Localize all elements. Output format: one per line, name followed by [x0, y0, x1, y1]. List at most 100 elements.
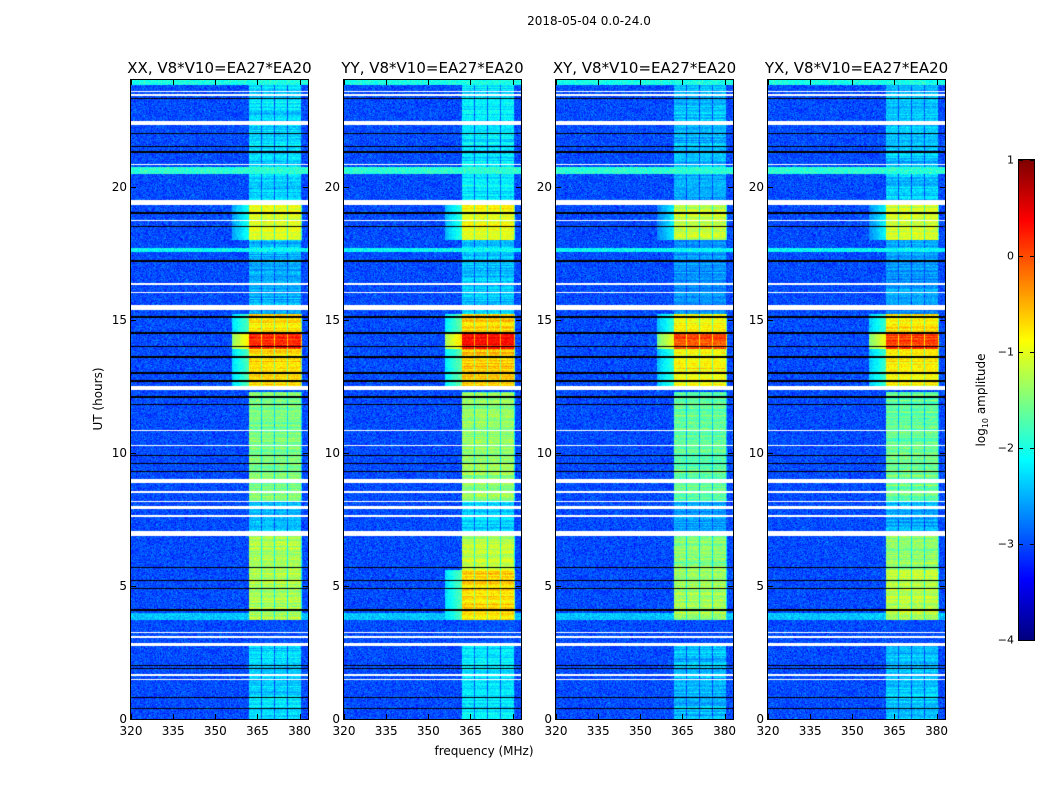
x-tick — [682, 714, 684, 719]
y-tick-right — [303, 585, 308, 587]
y-tick — [768, 585, 773, 587]
x-tick — [131, 714, 132, 719]
x-tick-label: 335 — [374, 724, 398, 738]
panel-title: YX, V8*V10=EA27*EA20 — [764, 59, 949, 77]
x-tick-label: 320 — [756, 724, 780, 738]
y-tick-right — [728, 452, 733, 454]
x-tick — [768, 714, 769, 719]
x-tick-label: 380 — [713, 724, 737, 738]
colorbar-label: log10 amplitude — [974, 354, 990, 447]
y-tick-right — [303, 319, 308, 321]
x-tick-top — [852, 80, 854, 85]
y-tick-label: 0 — [332, 712, 340, 726]
colorbar-tick-label: −2 — [997, 441, 1014, 455]
y-tick-label: 0 — [756, 712, 764, 726]
y-tick-right — [940, 186, 945, 188]
x-tick-label: 380 — [501, 724, 525, 738]
colorbar — [1018, 159, 1035, 641]
x-tick — [386, 714, 388, 719]
y-tick — [768, 186, 773, 188]
x-tick — [936, 714, 938, 719]
heatmap-panel-yy — [343, 79, 522, 720]
x-tick — [556, 714, 557, 719]
x-tick-label: 320 — [119, 724, 143, 738]
x-tick — [299, 714, 301, 719]
x-tick — [810, 714, 812, 719]
x-tick-top — [470, 80, 472, 85]
heatmap-image — [768, 80, 945, 719]
y-tick — [131, 319, 136, 321]
x-tick-label: 335 — [161, 724, 185, 738]
y-tick-label: 0 — [544, 712, 552, 726]
y-tick-right — [303, 186, 308, 188]
x-tick-label: 320 — [332, 724, 356, 738]
colorbar-tick — [1019, 448, 1023, 449]
x-tick-top — [640, 80, 642, 85]
colorbar-tick-right — [1030, 256, 1034, 257]
y-tick — [131, 585, 136, 587]
x-tick — [257, 714, 259, 719]
x-tick — [470, 714, 472, 719]
y-tick-right — [940, 319, 945, 321]
x-tick-top — [556, 80, 557, 85]
x-tick-top — [299, 80, 301, 85]
y-tick-right — [516, 585, 521, 587]
x-tick-label: 350 — [840, 724, 864, 738]
y-tick-right — [303, 452, 308, 454]
x-tick — [512, 714, 514, 719]
y-tick — [768, 319, 773, 321]
y-tick — [344, 719, 349, 720]
y-tick — [344, 319, 349, 321]
y-tick-right — [728, 319, 733, 321]
x-tick-top — [512, 80, 514, 85]
x-tick — [852, 714, 854, 719]
x-tick-top — [131, 80, 132, 85]
x-tick-label: 365 — [458, 724, 482, 738]
x-tick-top — [173, 80, 175, 85]
colorbar-tick-label: −1 — [997, 345, 1014, 359]
x-tick — [894, 714, 896, 719]
y-tick — [344, 585, 349, 587]
x-tick-top — [344, 80, 345, 85]
heatmap-panel-yx — [767, 79, 946, 720]
y-tick-label: 15 — [111, 312, 127, 327]
x-tick-top — [682, 80, 684, 85]
colorbar-tick-right — [1030, 544, 1034, 545]
y-tick — [131, 186, 136, 188]
x-tick-top — [894, 80, 896, 85]
colorbar-tick-right — [1030, 448, 1034, 449]
y-tick — [556, 585, 561, 587]
x-tick-label: 365 — [670, 724, 694, 738]
y-tick — [556, 719, 561, 720]
y-tick-right — [940, 585, 945, 587]
y-tick-label: 20 — [748, 179, 764, 194]
panel-title: XY, V8*V10=EA27*EA20 — [552, 59, 737, 77]
x-tick-label: 320 — [544, 724, 568, 738]
x-tick-top — [768, 80, 769, 85]
y-tick — [344, 452, 349, 454]
colorbar-label-log: log — [973, 428, 988, 447]
y-tick-label: 20 — [324, 179, 340, 194]
x-tick-label: 365 — [882, 724, 906, 738]
x-tick-top — [724, 80, 726, 85]
x-tick-label: 350 — [203, 724, 227, 738]
y-tick-label: 20 — [111, 179, 127, 194]
y-tick-label: 15 — [748, 312, 764, 327]
y-tick-right — [940, 452, 945, 454]
x-tick-top — [386, 80, 388, 85]
x-tick-top — [598, 80, 600, 85]
y-tick — [556, 186, 561, 188]
y-tick-label: 10 — [324, 445, 340, 460]
y-tick-right — [516, 319, 521, 321]
y-axis-label: UT (hours) — [91, 367, 105, 431]
y-tick — [768, 719, 773, 720]
y-tick — [768, 452, 773, 454]
figure-title: 2018-05-04 0.0-24.0 — [527, 14, 651, 28]
colorbar-tick-right — [1030, 160, 1034, 161]
panel-title: XX, V8*V10=EA27*EA20 — [127, 59, 312, 77]
x-tick-label: 350 — [416, 724, 440, 738]
y-tick-right — [728, 186, 733, 188]
x-tick-label: 335 — [798, 724, 822, 738]
x-tick-top — [936, 80, 938, 85]
